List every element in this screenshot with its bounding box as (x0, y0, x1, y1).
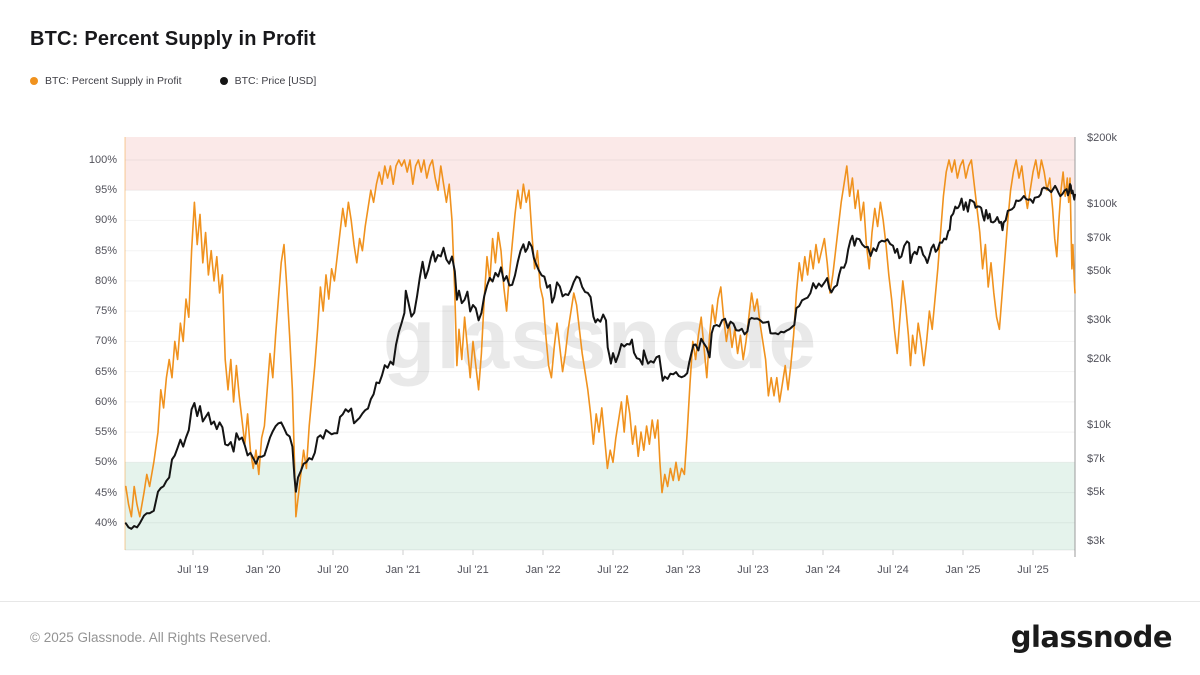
legend-label-supply-in-profit: BTC: Percent Supply in Profit (45, 75, 182, 87)
legend-dot-supply-in-profit-icon (30, 77, 38, 85)
x-tick-label: Jul '21 (457, 564, 489, 576)
x-tick-label: Jul '19 (177, 564, 209, 576)
y-left-tick-label: 75% (94, 305, 117, 318)
y-left-tick-label: 80% (94, 274, 117, 287)
y-left-tick-label: 70% (94, 335, 117, 348)
y-right-tick-label: $30k (1087, 313, 1111, 326)
y-left-tick-label: 65% (94, 365, 117, 378)
legend-item-price-usd[interactable]: BTC: Price [USD] (219, 75, 317, 87)
footer-divider (0, 601, 1200, 602)
y-left-tick-label: 50% (94, 456, 117, 469)
plot-svg (124, 137, 1076, 557)
chart-area[interactable]: glassnode 100% 95% 90% 85% 80% 75% 70% 65% 60% 55… (0, 0, 1200, 600)
y-right-tick-label: $5k (1087, 485, 1105, 498)
y-left-tick-label: 45% (94, 486, 117, 499)
y-right-tick-label: $70k (1087, 232, 1111, 245)
price-usd-line (124, 183, 1076, 530)
capitulation-band (125, 462, 1075, 550)
x-tick-label: Jan '20 (245, 564, 281, 576)
legend-dot-price-usd-icon (219, 77, 228, 85)
page-title: BTC: Percent Supply in Profit (30, 28, 316, 50)
y-left-tick-label: 100% (88, 153, 117, 166)
x-tick-label: Jul '24 (877, 564, 909, 576)
chart-legend: BTC: Percent Supply in Profit BTC: Price… (30, 75, 316, 87)
legend-item-supply-in-profit[interactable]: BTC: Percent Supply in Profit (30, 75, 182, 87)
x-tick-label: Jan '24 (805, 564, 841, 576)
x-tick-label: Jul '22 (597, 564, 629, 576)
y-right-tick-label: $100k (1087, 198, 1117, 211)
x-tick-label: Jan '23 (665, 564, 701, 576)
y-right-tick-label: $50k (1087, 264, 1111, 277)
x-tick-label: Jan '22 (525, 564, 561, 576)
y-right-tick-label: $10k (1087, 419, 1111, 432)
y-right-tick-label: $20k (1087, 352, 1111, 365)
y-right-tick-label: $200k (1087, 131, 1117, 144)
x-tick-label: Jul '20 (317, 564, 349, 576)
y-left-tick-label: 40% (94, 516, 117, 529)
y-left-tick-label: 55% (94, 426, 117, 439)
y-left-tick-label: 60% (94, 395, 117, 408)
y-left-tick-label: 95% (94, 184, 117, 197)
copyright-text: © 2025 Glassnode. All Rights Reserved. (30, 630, 272, 645)
x-tick-label: Jan '21 (385, 564, 421, 576)
y-left-tick-label: 90% (94, 214, 117, 227)
y-right-tick-label: $7k (1087, 453, 1105, 466)
x-tick-label: Jul '25 (1017, 564, 1049, 576)
x-tick-label: Jul '23 (737, 564, 769, 576)
glassnode-logo[interactable]: glassnode (1010, 620, 1173, 654)
x-tick-label: Jan '25 (945, 564, 981, 576)
y-left-tick-label: 85% (94, 244, 117, 257)
y-right-tick-label: $3k (1087, 534, 1105, 547)
overheated-band (125, 137, 1075, 191)
legend-label-price-usd: BTC: Price [USD] (234, 75, 317, 87)
supply-in-profit-line (125, 159, 1076, 518)
